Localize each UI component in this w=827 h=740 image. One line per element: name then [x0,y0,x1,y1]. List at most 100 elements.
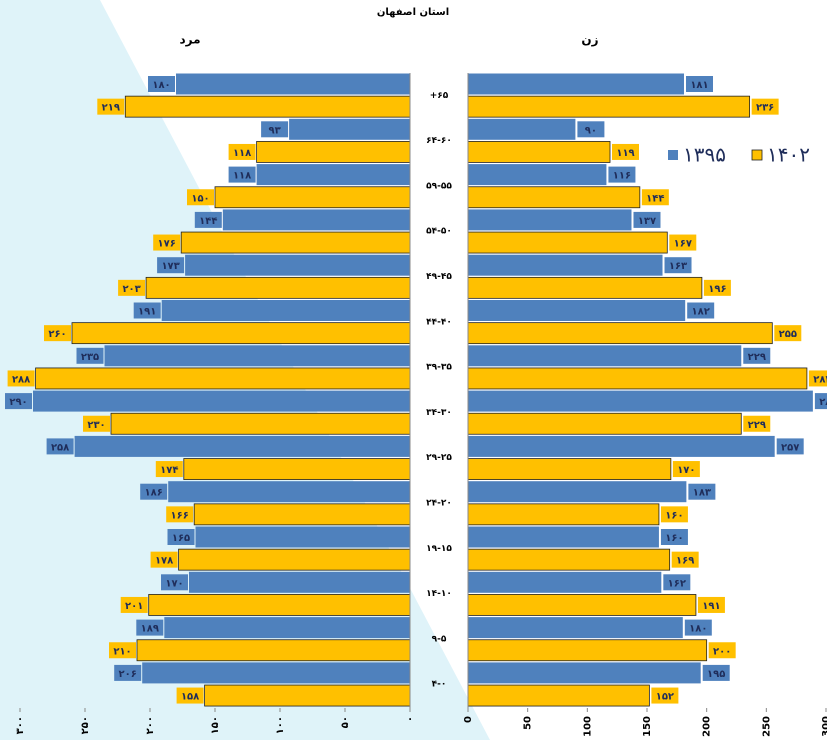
panel-title: مرد [179,33,200,47]
bar [468,481,687,503]
legend-swatch [668,150,678,160]
data-label-box [76,347,104,364]
data-label: ۲۲۹ [748,420,766,431]
data-label-box [633,211,661,228]
x-tick-label: 100 [582,716,593,737]
data-label: ۱۶۵ [172,533,190,544]
x-tick-label: ۱۰۰ [275,716,286,734]
bar [204,684,411,707]
data-label-box [261,121,289,138]
bar [178,548,411,571]
data-label-box [44,325,71,342]
bar [35,367,411,390]
bar [189,571,410,593]
bar [195,526,410,548]
x-tick-label: 50 [523,716,534,730]
data-label: ۲۳۵ [81,352,99,363]
category-label: ۳۹-۳۵ [426,363,452,373]
data-label-box [612,143,640,160]
data-label: ۱۶۳ [669,261,687,272]
bar [124,95,411,118]
bar [468,345,742,367]
x-tick-label: ۱۵۰ [210,716,221,734]
data-label: ۹۳ [268,125,280,136]
category-label: ۵۴-۵۰ [426,227,452,237]
bar [467,458,672,480]
data-label: ۱۶۹ [676,556,694,567]
bar [468,164,607,186]
x-tick-label: ۵۰ [340,716,351,728]
data-label: ۹۰ [585,125,597,136]
data-label: ۲۵۸ [51,442,69,453]
category-label: ۹-۵ [432,634,447,644]
data-label-box [83,415,110,432]
data-label: ۲۱۰ [113,646,131,657]
bar [467,594,697,616]
data-label-box [751,98,779,115]
data-label: ۱۹۱ [138,307,156,318]
category-label: ۱۹-۱۵ [426,544,452,554]
bar [71,322,411,345]
data-label-box [660,529,688,545]
x-tick-label: ۲۵۰ [80,716,91,734]
data-label: ۱۶۰ [665,510,683,521]
bar [180,231,411,254]
bar [183,458,411,480]
data-label-box [669,234,697,251]
bar [136,639,411,662]
data-label-box [7,370,35,387]
data-label-box [118,279,146,296]
bar [468,435,775,457]
data-label: ۱۷۰ [677,465,695,476]
data-label: ۱۹۱ [702,601,720,612]
data-label-box [703,279,731,296]
data-label-box [150,551,178,568]
data-label-box [109,642,136,659]
data-label: ۱۸۶ [145,488,163,499]
data-label-box [161,574,188,591]
category-label: ۲۴-۲۰ [426,499,452,509]
category-label: ۵۹-۵۵ [426,181,452,191]
data-label-box [228,143,256,160]
data-label: ۱۵۸ [181,692,199,703]
bar [256,164,410,186]
x-tick-label: 0 [463,716,474,723]
data-label: ۱۱۶ [613,171,631,182]
data-label-box [651,687,679,704]
data-label-box [708,642,736,659]
data-label: ۱۶۷ [674,239,692,250]
data-label: ۱۵۰ [191,193,209,204]
bar [467,231,668,254]
data-label-box [743,415,771,432]
bar [467,412,742,435]
x-tick-label: 150 [642,716,653,737]
data-label: ۲۱۹ [102,103,120,114]
data-label-box [608,166,636,183]
bar [214,186,411,209]
data-label: ۲۳۶ [756,103,774,114]
bar [467,367,808,390]
data-label-box [663,574,691,591]
data-label: ۱۶۲ [668,578,686,589]
bar [467,503,660,526]
bar [467,639,708,662]
data-label: ۱۱۹ [616,148,634,159]
data-label-box [114,664,142,681]
bar [467,95,751,118]
data-label: ۱۸۳ [693,488,711,499]
data-label: ۱۶۰ [665,533,683,544]
bar [467,186,641,209]
data-label-box [702,664,730,681]
data-label: ۱۹۶ [708,284,726,295]
legend-label: ۱۴۰۲ [767,143,810,167]
data-label-box [685,76,713,92]
data-label: ۲۵۵ [779,329,797,340]
bar [468,662,701,684]
legend-swatch [751,149,763,161]
chart-title: استان اصفهان [377,7,449,18]
data-label: ۱۷۶ [158,239,176,250]
data-label: ۱۱۸ [233,148,251,159]
bar [467,548,671,571]
data-label-box [688,483,716,500]
